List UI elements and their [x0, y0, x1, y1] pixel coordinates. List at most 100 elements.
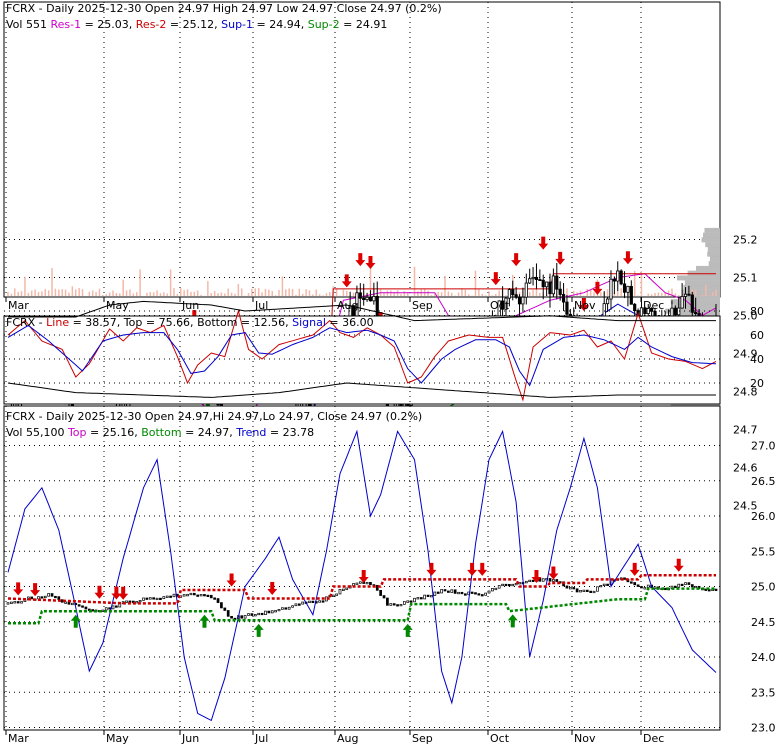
trend-candle-126	[433, 591, 437, 596]
trend-candle-175	[599, 585, 603, 588]
trend-ytick-0: 23.0	[751, 722, 776, 735]
trend-candle-186	[636, 584, 640, 587]
trend-ytick-4: 25.0	[751, 581, 776, 594]
trend-sell-arrow-1	[30, 583, 41, 597]
trend-sell-arrow-13	[629, 562, 640, 576]
trend-candle-120	[413, 597, 416, 603]
candle-body-182	[622, 283, 627, 293]
trend-candle-89	[308, 600, 311, 603]
volume-profile-bar	[701, 237, 720, 243]
stoch-ytick-1: 40	[750, 353, 764, 366]
trend-candle-28	[101, 609, 105, 612]
trend-candle-194	[663, 587, 667, 591]
trend-candle-107	[369, 581, 372, 585]
trend-candle-200	[684, 582, 687, 585]
trend-candle-30	[108, 607, 111, 610]
volume-profile-bar	[707, 246, 720, 252]
price-legend-part-8: = 24.91	[340, 18, 388, 31]
price-sell-arrow-6	[341, 274, 352, 288]
price-xaxis-label-2: Jun	[181, 299, 199, 312]
trend-candle-39	[138, 599, 142, 603]
trend-candle-13	[50, 593, 54, 597]
candle-body-106	[365, 296, 369, 301]
candle-body-153	[524, 282, 528, 298]
candle-body-108	[372, 296, 376, 302]
candle-body-161	[551, 275, 555, 295]
candle-body-160	[548, 281, 552, 295]
trend-sell-arrow-4	[118, 586, 129, 600]
trend-sell-arrow-14	[673, 558, 684, 572]
trend-candle-1	[10, 601, 13, 604]
stoch-legend-part-5: Bottom	[197, 316, 237, 329]
trend-candle-160	[548, 578, 552, 582]
trend-candle-54	[189, 592, 193, 596]
trend-candle-188	[643, 587, 647, 590]
trend-candle-55	[192, 592, 196, 596]
trend-buy-arrow-2	[253, 623, 264, 637]
volume-profile-bar	[681, 289, 720, 295]
trend-candle-114	[392, 603, 396, 606]
stoch-legend-part-3: Top	[123, 316, 143, 329]
price-legend-part-2: = 25.03,	[81, 18, 136, 31]
price-ytick-1: 24.6	[733, 462, 758, 475]
candle-body-200	[683, 293, 688, 297]
candle-body-202	[690, 294, 694, 313]
trend-legend-part-4: = 24.97,	[182, 426, 237, 439]
trend-candle-11	[43, 595, 47, 599]
trend-candle-12	[47, 593, 51, 597]
stoch-ytick-2: 60	[750, 329, 764, 342]
trend-candle-127	[436, 591, 440, 594]
stoch-series-signal	[7, 324, 717, 387]
trend-sell-arrow-9	[467, 562, 478, 576]
trend-candle-174	[596, 586, 599, 592]
price-xaxis-label-7: Nov	[574, 299, 596, 312]
trend-candle-176	[602, 583, 606, 586]
trend-candle-29	[104, 607, 108, 611]
trend-candle-75	[260, 612, 264, 616]
trend-ytick-5: 25.5	[751, 545, 776, 558]
trend-candle-48	[169, 595, 172, 598]
trend-candle-61	[213, 597, 216, 600]
trend-candle-198	[677, 583, 681, 588]
trend-candle-201	[687, 582, 691, 585]
trend-candle-167	[572, 587, 576, 590]
trend-candle-162	[555, 579, 559, 582]
candle-body-184	[629, 285, 633, 305]
trend-candle-170	[582, 589, 586, 592]
trend-series-top	[7, 573, 716, 605]
trend-sell-arrow-2	[94, 585, 105, 599]
price-sell-arrow-16	[592, 281, 603, 295]
trend-candle-121	[416, 597, 420, 600]
price-title: FCRX - Daily 2025-12-30 Open 24.97 High …	[6, 2, 442, 15]
trend-candle-132	[453, 589, 457, 594]
trend-ytick-3: 24.5	[751, 616, 776, 629]
trend-candle-142	[487, 590, 491, 594]
trend-candle-72	[250, 613, 254, 616]
trend-candle-130	[447, 590, 450, 593]
candle-body-149	[511, 289, 515, 296]
trend-candle-158	[541, 578, 545, 582]
trend-candle-66	[230, 615, 233, 619]
trend-candle-97	[335, 593, 338, 596]
trend-candle-185	[633, 582, 637, 586]
price-legend-part-0: Vol 551	[6, 18, 50, 31]
trend-candle-42	[148, 597, 152, 600]
trend-candle-47	[165, 595, 169, 598]
trend-candle-41	[145, 597, 149, 600]
candle-body-163	[558, 288, 562, 295]
volume-profile-bar	[677, 275, 720, 281]
trend-title-part-0: FCRX - Daily 2025-12-30 Open 24.97,Hi 24…	[6, 410, 422, 423]
trend-candle-106	[365, 581, 369, 585]
trend-candle-134	[460, 591, 464, 595]
trend-candle-173	[592, 590, 596, 594]
price-xaxis-label-3: Jul	[254, 299, 268, 312]
trend-candle-17	[64, 601, 67, 604]
candle-body-179	[612, 278, 616, 282]
candle-body-158	[541, 279, 545, 288]
trend-candle-86	[297, 603, 301, 606]
trend-candle-147	[504, 583, 508, 587]
candle-body-180	[616, 270, 620, 282]
price-legend-part-6: = 24.94,	[253, 18, 308, 31]
candle-body-164	[561, 294, 566, 303]
trend-candle-73	[253, 614, 257, 617]
